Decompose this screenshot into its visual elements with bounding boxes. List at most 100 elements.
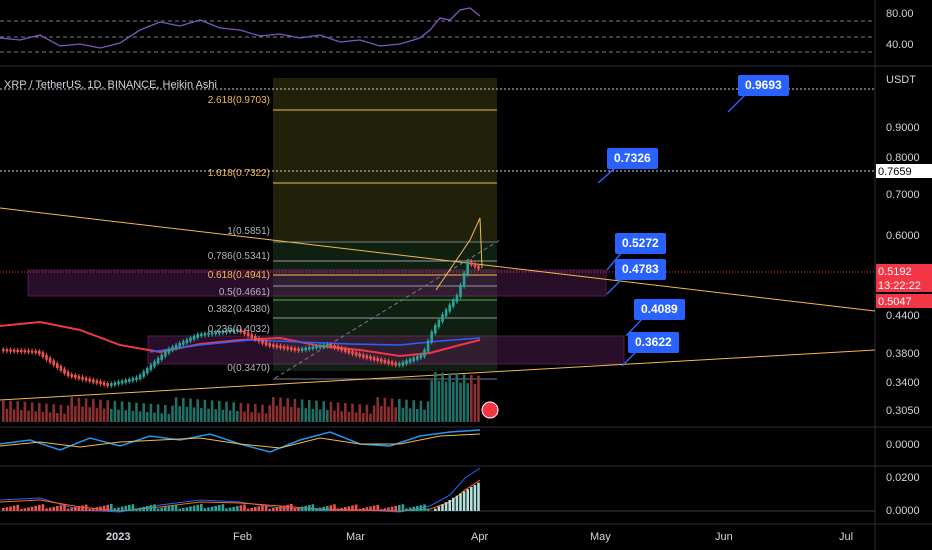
volume-bar <box>146 412 149 422</box>
hist-bar <box>106 504 109 511</box>
candle <box>473 263 477 268</box>
candle <box>257 337 261 342</box>
hist-bar <box>268 508 271 511</box>
candle <box>372 357 376 361</box>
candle <box>27 350 30 353</box>
hist-bar <box>398 505 401 511</box>
price-callout: 0.5272 <box>615 233 666 254</box>
hist-bar <box>84 504 88 511</box>
hist-bar <box>178 508 181 511</box>
badge-bg <box>876 264 932 292</box>
volume-bar <box>30 402 34 422</box>
volume-bar <box>333 410 336 422</box>
time-tick-label: Apr <box>471 531 489 543</box>
fib-label: 0.618(0.4941) <box>207 270 270 281</box>
candle <box>268 343 271 347</box>
candle <box>358 353 361 357</box>
candle <box>290 347 293 350</box>
volume-bar <box>135 402 138 422</box>
candle <box>99 381 102 385</box>
candle <box>106 383 109 386</box>
volume-bar <box>182 398 185 422</box>
hist-bar <box>160 507 163 511</box>
hist-bar <box>412 506 415 511</box>
candle <box>203 333 207 336</box>
volume-bar <box>189 398 192 422</box>
candle <box>70 374 73 377</box>
candle <box>23 350 27 353</box>
volume-bar <box>264 413 268 422</box>
volume-bar <box>34 411 37 422</box>
candle <box>264 341 268 346</box>
candle <box>210 332 214 335</box>
candle <box>196 334 199 338</box>
volume-bar <box>200 408 203 422</box>
candle <box>455 295 459 302</box>
candle <box>326 344 329 347</box>
callout-pointers <box>597 94 746 367</box>
event-icon[interactable] <box>481 401 499 419</box>
oscillator <box>0 433 481 449</box>
hist-bar <box>405 508 408 511</box>
volume-bar <box>142 403 145 422</box>
volume-bar <box>59 404 63 422</box>
volume-bar <box>304 408 307 422</box>
hist-bar <box>5 507 9 511</box>
price-tick-label: 0.9000 <box>886 122 920 134</box>
candle <box>142 371 145 377</box>
candle <box>88 378 91 382</box>
hist-bar <box>434 508 437 511</box>
time-tick-label: May <box>590 531 611 543</box>
volume-bar <box>448 373 451 422</box>
candle <box>20 350 23 353</box>
volume-bar <box>286 398 289 422</box>
hist-bar <box>297 507 300 511</box>
candle <box>138 374 142 380</box>
volume-bar <box>405 399 408 422</box>
volume-bar <box>171 405 174 422</box>
candle <box>351 351 354 355</box>
price-callout: 0.4783 <box>615 259 666 280</box>
currency-label: USDT <box>886 74 916 86</box>
hist-bar <box>9 506 12 511</box>
candle <box>448 304 451 312</box>
candle <box>200 333 203 336</box>
hist-bar <box>63 504 66 511</box>
candle <box>254 336 257 340</box>
hist-bar <box>48 507 52 511</box>
macd-tick-label: 0.0200 <box>886 472 920 484</box>
candle <box>128 378 131 382</box>
fib-label: 1.618(0.7322) <box>207 168 270 179</box>
fib-label: 0(0.3470) <box>227 363 270 374</box>
volume-bar <box>257 412 261 422</box>
volume-bar <box>74 406 77 422</box>
price-tick-label: 0.4400 <box>886 310 920 322</box>
candle <box>146 368 149 374</box>
volume-bar <box>308 400 311 422</box>
candle <box>318 345 322 348</box>
macd-histogram <box>2 482 480 511</box>
candles <box>2 259 480 388</box>
candle <box>297 348 300 351</box>
volume-bar <box>185 406 189 422</box>
volume-bar <box>232 402 235 422</box>
hist-bar <box>20 509 23 511</box>
hist-bar <box>102 505 106 511</box>
hist-bar <box>250 507 253 511</box>
candle <box>9 349 12 352</box>
volume-bar <box>20 410 23 422</box>
candle <box>434 325 437 334</box>
fib-anchor <box>274 239 501 379</box>
hist-bar <box>441 504 444 511</box>
volume-bar <box>23 401 27 422</box>
volume-bar <box>131 410 135 422</box>
volume-bar <box>246 403 250 422</box>
volume-bar <box>92 399 95 422</box>
fib-lines <box>273 109 497 380</box>
candle <box>304 347 307 351</box>
hist-bar <box>232 506 235 511</box>
volume-bar <box>398 399 401 422</box>
volume-bar <box>167 413 171 422</box>
candle <box>30 350 34 353</box>
volume-bar <box>164 405 167 422</box>
